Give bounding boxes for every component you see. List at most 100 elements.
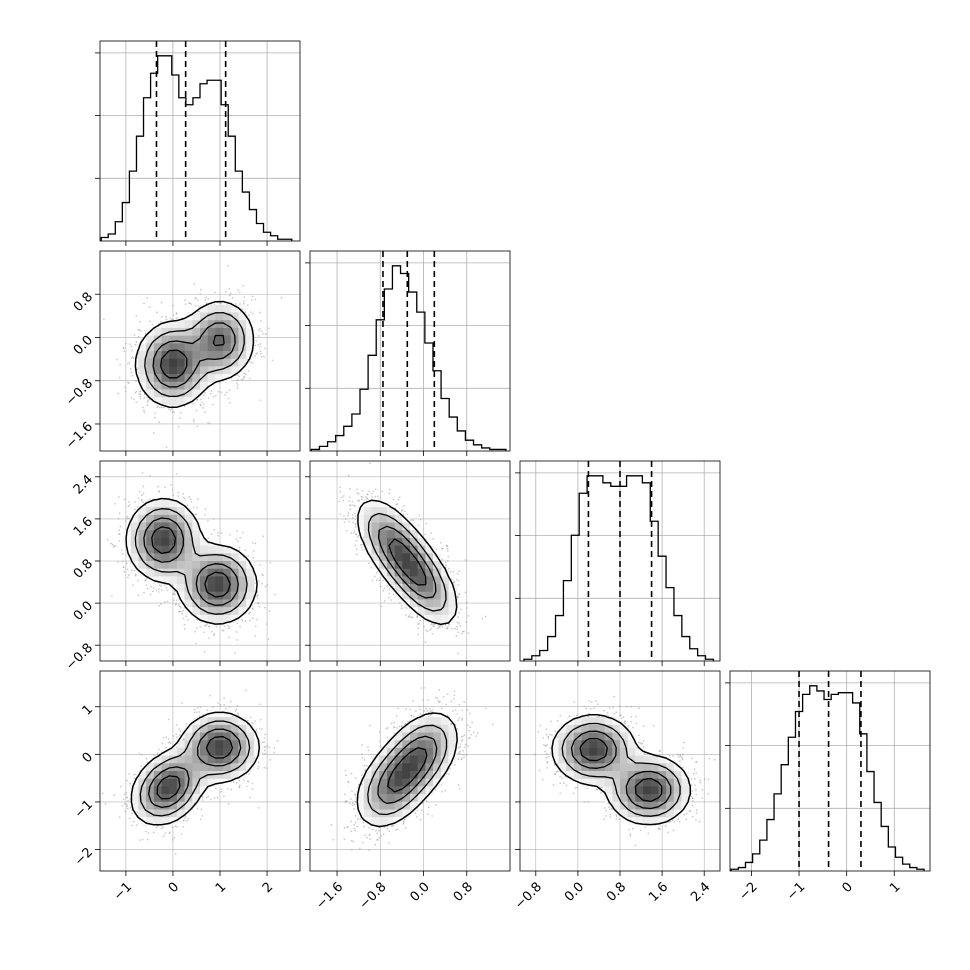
scatter-point bbox=[258, 564, 261, 566]
scatter-point bbox=[137, 579, 139, 582]
density-cell bbox=[184, 358, 193, 367]
scatter-point bbox=[154, 416, 156, 419]
scatter-point bbox=[258, 605, 261, 608]
density-cell bbox=[176, 351, 186, 360]
scatter-point bbox=[236, 639, 238, 641]
scatter-point bbox=[261, 582, 264, 585]
scatter-point bbox=[252, 362, 254, 364]
scatter-point bbox=[145, 584, 148, 586]
scatter-point bbox=[184, 497, 186, 500]
scatter-point bbox=[264, 347, 266, 350]
scatter-point bbox=[199, 293, 202, 295]
density-cell bbox=[215, 358, 224, 367]
scatter-point bbox=[196, 398, 199, 401]
scatter-point bbox=[142, 492, 145, 495]
scatter-point bbox=[163, 584, 166, 587]
density-cell bbox=[200, 358, 209, 367]
density-cell bbox=[192, 366, 201, 375]
density-cell bbox=[207, 374, 216, 383]
scatter-point bbox=[252, 550, 255, 552]
scatter-point bbox=[147, 399, 150, 402]
scatter-point bbox=[263, 606, 266, 609]
scatter-point bbox=[265, 623, 268, 626]
scatter-point bbox=[205, 296, 207, 299]
density-cell bbox=[184, 320, 193, 329]
density-cell bbox=[176, 343, 186, 352]
scatter-point bbox=[207, 520, 209, 522]
scatter-point bbox=[204, 411, 206, 413]
density-cell bbox=[153, 327, 163, 337]
scatter-point bbox=[192, 418, 195, 421]
scatter-point bbox=[169, 317, 172, 320]
density-cell bbox=[153, 358, 163, 367]
scatter-point bbox=[143, 591, 145, 594]
density-cell bbox=[176, 381, 186, 390]
scatter-point bbox=[195, 627, 198, 629]
scatter-point bbox=[131, 356, 134, 358]
scatter-point bbox=[258, 329, 260, 332]
scatter-point bbox=[129, 343, 131, 346]
density-cell bbox=[169, 343, 178, 352]
scatter-point bbox=[203, 650, 206, 653]
density-cell bbox=[238, 343, 247, 352]
density-cell bbox=[176, 320, 186, 329]
scatter-point bbox=[234, 652, 236, 654]
density-cell bbox=[161, 327, 170, 337]
density-cell bbox=[161, 358, 170, 367]
density-cell bbox=[223, 358, 232, 367]
scatter-point bbox=[171, 407, 173, 410]
scatter-point bbox=[229, 292, 232, 295]
scatter-point bbox=[256, 597, 259, 600]
scatter-point bbox=[133, 334, 136, 336]
scatter-point bbox=[182, 496, 185, 499]
density-cell bbox=[161, 335, 170, 344]
scatter-point bbox=[267, 327, 270, 330]
scatter-point bbox=[264, 333, 267, 336]
scatter-point bbox=[106, 538, 109, 541]
scatter-point bbox=[126, 516, 129, 518]
scatter-point bbox=[197, 310, 200, 313]
density-cell bbox=[207, 304, 216, 314]
density-cell bbox=[184, 389, 193, 398]
scatter-point bbox=[165, 586, 168, 589]
density-cell bbox=[176, 374, 186, 383]
density-cell bbox=[161, 320, 170, 329]
scatter-point bbox=[257, 580, 260, 583]
scatter-point bbox=[210, 630, 213, 633]
scatter-point bbox=[137, 497, 140, 500]
scatter-point bbox=[135, 401, 138, 404]
scatter-point bbox=[226, 624, 229, 627]
scatter-point bbox=[254, 635, 257, 637]
scatter-point bbox=[261, 330, 263, 333]
scatter-point bbox=[213, 528, 216, 531]
density-panel-r1-c0 bbox=[100, 251, 300, 451]
scatter-point bbox=[248, 612, 250, 615]
density-cell bbox=[146, 335, 155, 344]
scatter-point bbox=[178, 604, 180, 606]
density-cell bbox=[161, 374, 170, 383]
scatter-point bbox=[207, 625, 210, 628]
scatter-point bbox=[257, 594, 259, 596]
scatter-point bbox=[189, 302, 191, 305]
scatter-point bbox=[210, 390, 213, 393]
density-cell bbox=[153, 335, 163, 344]
scatter-point bbox=[195, 409, 198, 412]
scatter-point bbox=[226, 391, 228, 394]
scatter-point bbox=[127, 381, 129, 384]
scatter-point bbox=[149, 593, 152, 596]
scatter-point bbox=[212, 517, 215, 520]
scatter-point bbox=[177, 425, 180, 428]
scatter-point bbox=[239, 311, 242, 313]
scatter-point bbox=[196, 507, 198, 509]
histogram-step bbox=[730, 685, 925, 871]
scatter-point bbox=[194, 642, 197, 645]
scatter-point bbox=[185, 615, 187, 618]
scatter-point bbox=[139, 397, 142, 400]
scatter-point bbox=[128, 361, 131, 364]
scatter-point bbox=[206, 623, 208, 626]
scatter-point bbox=[182, 493, 185, 495]
density-cell bbox=[184, 327, 193, 337]
scatter-point bbox=[125, 562, 128, 565]
scatter-point bbox=[111, 543, 114, 546]
scatter-point bbox=[146, 401, 149, 403]
